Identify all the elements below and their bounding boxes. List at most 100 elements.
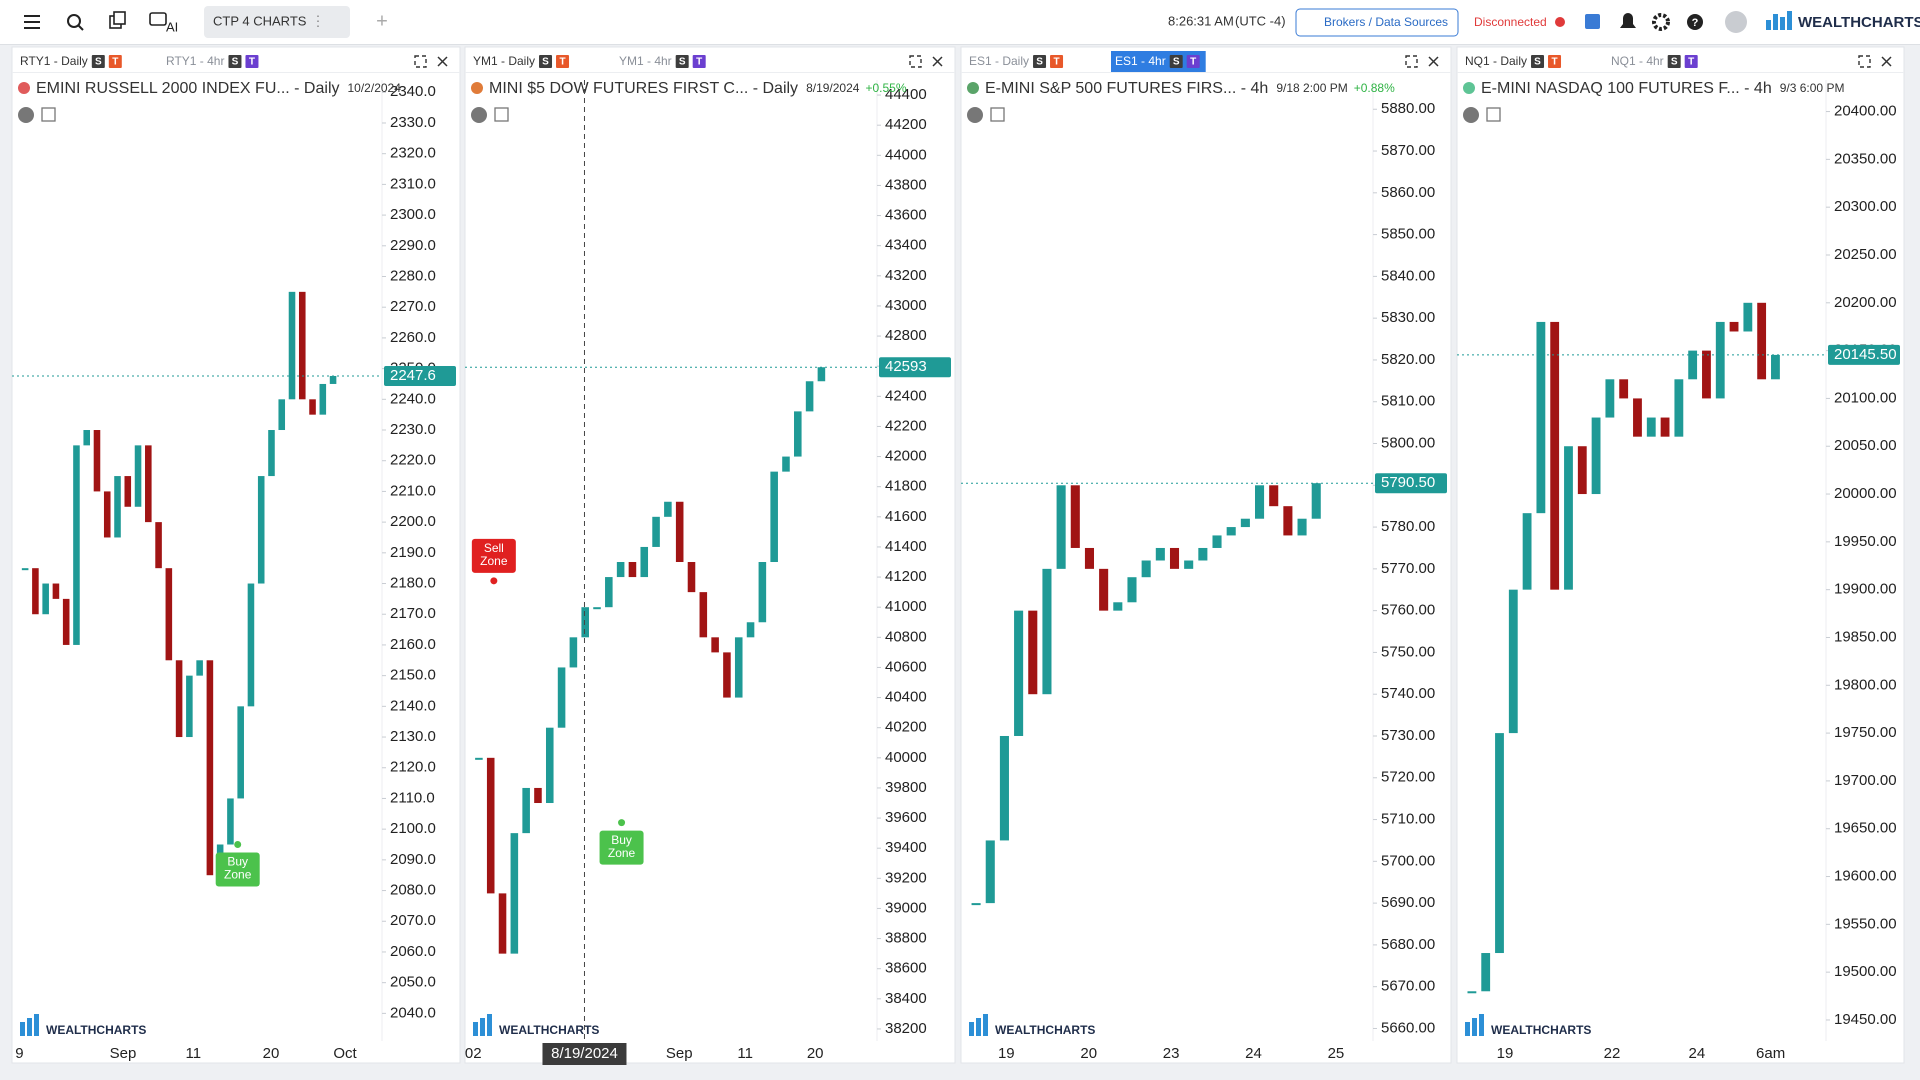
candle xyxy=(1113,602,1123,611)
candle xyxy=(1169,547,1180,569)
brokers-button[interactable] xyxy=(1295,8,1459,37)
candle xyxy=(1743,302,1753,332)
indicator-toggle[interactable] xyxy=(1463,107,1479,123)
candle xyxy=(805,381,814,412)
y-tick-label: 19650.00 xyxy=(1834,820,1897,837)
candle xyxy=(699,592,708,638)
zone-point xyxy=(234,841,242,849)
candle xyxy=(73,445,80,645)
watermark: WEALTHCHARTS xyxy=(499,1023,599,1037)
indicator-toggle[interactable] xyxy=(18,107,34,123)
candle xyxy=(593,607,601,610)
search-button[interactable] xyxy=(67,14,84,31)
plot-area xyxy=(1467,302,1780,994)
chart-panel: RTY1 - Daily S T RTY1 - 4hr S T2040.02050.020… xyxy=(11,46,461,1064)
last-price-tag xyxy=(1375,473,1447,494)
symbol-icon xyxy=(18,82,30,94)
notifications-button[interactable] xyxy=(1620,13,1636,28)
tab-badge-label: S xyxy=(1173,57,1180,68)
indicator-toggle[interactable] xyxy=(967,107,983,123)
close-panel-button[interactable] xyxy=(1881,56,1892,67)
settings-button[interactable] xyxy=(1652,13,1670,31)
candle xyxy=(247,583,255,707)
candle xyxy=(734,637,743,698)
last-price-label: 20145.50 xyxy=(1834,346,1897,363)
candle xyxy=(475,757,483,760)
menu-button[interactable] xyxy=(24,15,40,29)
maximize-button[interactable] xyxy=(1858,55,1871,68)
candle xyxy=(1495,733,1504,954)
last-price-tag xyxy=(1828,344,1900,365)
watermark-logo xyxy=(487,1014,492,1036)
candle xyxy=(817,367,826,382)
indicator-toggle[interactable] xyxy=(471,107,487,123)
candle xyxy=(1550,321,1560,590)
x-tick-label: Sep xyxy=(666,1045,693,1062)
avatar[interactable] xyxy=(1725,11,1747,33)
add-indicator-button[interactable] xyxy=(41,107,56,122)
y-tick-label: 2160.0 xyxy=(390,636,436,653)
x-tick-label: 20 xyxy=(263,1045,280,1062)
y-tick-label: 41000 xyxy=(885,598,927,615)
x-tick-label: 24 xyxy=(1689,1045,1706,1062)
crosshair-date-box xyxy=(542,1043,627,1065)
candle xyxy=(329,375,337,384)
candle xyxy=(1028,610,1038,695)
maximize-button[interactable] xyxy=(909,55,922,68)
zone-label: Zone xyxy=(608,846,636,860)
y-tick-label: 38400 xyxy=(885,990,927,1007)
y-tick-label: 19700.00 xyxy=(1834,772,1897,789)
add-layout-button[interactable]: + xyxy=(376,10,388,32)
tab-badge-label: T xyxy=(559,57,565,68)
y-tick-label: 39200 xyxy=(885,869,927,886)
close-panel-button[interactable] xyxy=(932,56,943,67)
add-indicator-button[interactable] xyxy=(990,107,1005,122)
candle xyxy=(83,430,91,446)
y-tick-label: 40000 xyxy=(885,749,927,766)
panel-background xyxy=(11,46,461,1064)
chart-panel: NQ1 - Daily S T NQ1 - 4hr S T19450.0019500.00… xyxy=(1456,46,1905,1064)
candle xyxy=(758,562,767,623)
candle xyxy=(1042,568,1052,695)
help-button[interactable] xyxy=(1687,14,1703,30)
last-price-tag xyxy=(879,357,951,378)
chart-change: +0.88% xyxy=(1354,81,1395,95)
candle xyxy=(522,787,530,834)
chart-title: E-MINI NASDAQ 100 FUTURES F... - 4h xyxy=(1481,80,1772,97)
plot-area xyxy=(21,291,337,876)
y-tick-label: 2260.0 xyxy=(390,329,436,346)
close-panel-button[interactable] xyxy=(437,56,448,67)
candle xyxy=(93,430,101,492)
y-tick-label: 20400.00 xyxy=(1834,103,1897,120)
maximize-button[interactable] xyxy=(414,55,427,68)
candle xyxy=(145,445,152,523)
candle xyxy=(309,399,316,415)
candle xyxy=(1099,568,1109,611)
y-tick-label: 42000 xyxy=(885,448,927,465)
close-panel-button[interactable] xyxy=(1428,56,1439,67)
copy-button[interactable] xyxy=(109,11,126,29)
maximize-button[interactable] xyxy=(1405,55,1418,68)
add-indicator-button[interactable] xyxy=(1486,107,1501,122)
zone-label-box xyxy=(215,852,260,887)
layout-menu[interactable]: ⋮ xyxy=(311,13,325,29)
y-tick-label: 39600 xyxy=(885,809,927,826)
y-tick-label: 41600 xyxy=(885,508,927,525)
y-tick-label: 40800 xyxy=(885,628,927,645)
layout-tab[interactable] xyxy=(204,6,350,38)
zone-label: Buy xyxy=(611,833,632,847)
ai-button[interactable]: AI xyxy=(149,12,178,34)
candle xyxy=(1255,485,1265,519)
y-tick-label: 40600 xyxy=(885,658,927,675)
y-tick-label: 40200 xyxy=(885,719,927,736)
candle xyxy=(985,840,995,904)
candle xyxy=(534,787,542,804)
y-tick-label: 2340.0 xyxy=(390,83,436,100)
save-button[interactable] xyxy=(1585,14,1600,29)
y-tick-label: 38800 xyxy=(885,930,927,947)
add-indicator-button[interactable] xyxy=(494,107,509,122)
x-tick-label: 9 xyxy=(15,1045,23,1062)
tab-badge-label: T xyxy=(1053,57,1059,68)
y-tick-label: 2280.0 xyxy=(390,267,436,284)
candle xyxy=(62,598,70,645)
